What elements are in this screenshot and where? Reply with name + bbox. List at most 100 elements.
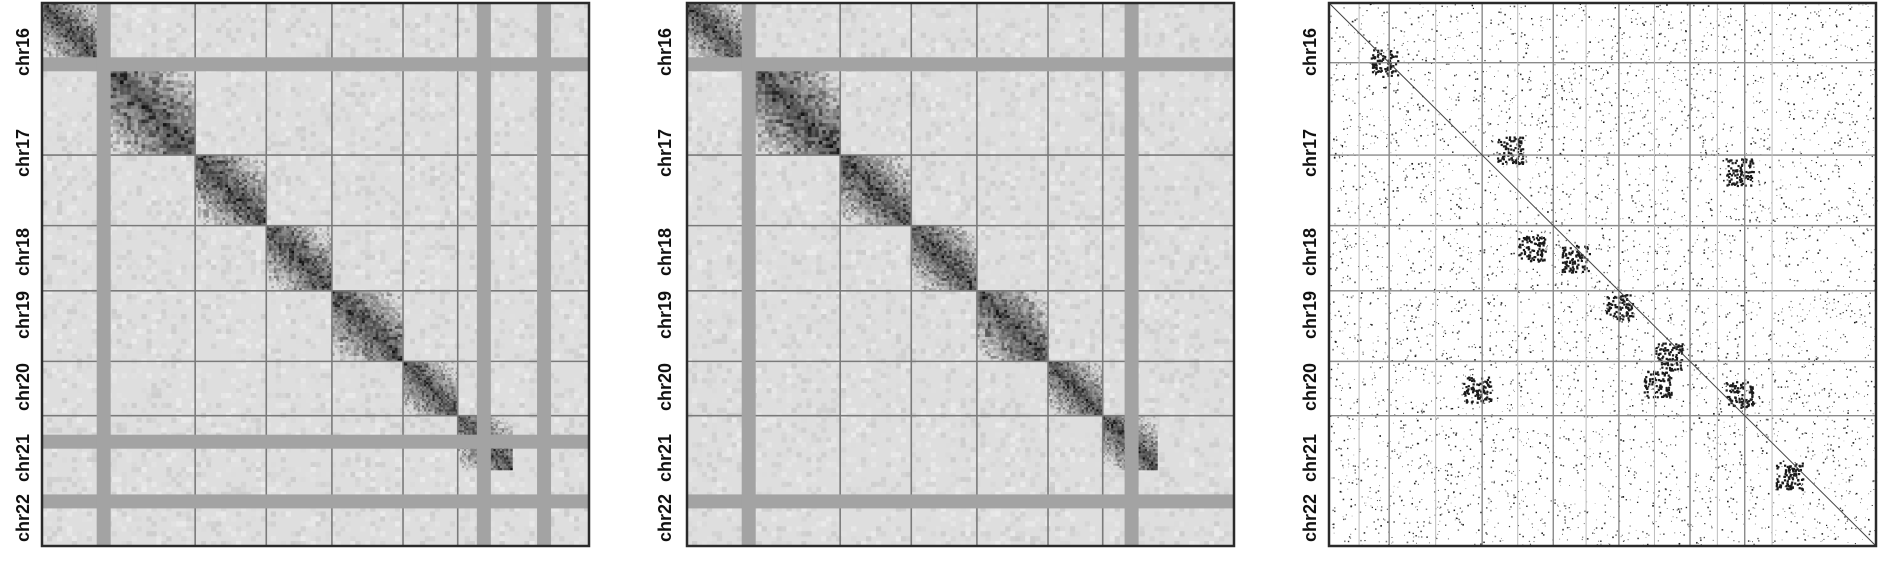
matrix-cell bbox=[255, 86, 262, 93]
matrix-cell bbox=[370, 230, 376, 236]
matrix-cell bbox=[225, 284, 232, 290]
matrix-cell bbox=[161, 299, 167, 305]
matrix-cell bbox=[265, 348, 272, 354]
matrix-cell bbox=[345, 190, 351, 196]
matrix-cell bbox=[88, 42, 91, 45]
matrix-cell bbox=[95, 21, 98, 24]
matrix-cell bbox=[370, 170, 376, 177]
matrix-cell bbox=[519, 17, 525, 24]
matrix-cell bbox=[395, 417, 401, 423]
matrix-cell bbox=[126, 230, 132, 236]
matrix-cell bbox=[395, 225, 401, 231]
matrix-cell bbox=[439, 427, 446, 433]
matrix-cell bbox=[509, 111, 515, 117]
matrix-cell bbox=[325, 136, 331, 142]
matrix-cell bbox=[370, 101, 376, 107]
matrix-cell bbox=[330, 126, 336, 132]
matrix-cell bbox=[81, 53, 84, 57]
matrix-cell bbox=[42, 259, 48, 265]
matrix-cell bbox=[534, 116, 540, 122]
matrix-cell bbox=[365, 106, 371, 112]
matrix-cell bbox=[81, 289, 88, 295]
matrix-cell bbox=[409, 111, 416, 117]
matrix-cell bbox=[509, 121, 515, 127]
matrix-cell bbox=[56, 185, 63, 191]
matrix-cell bbox=[469, 333, 475, 339]
matrix-cell bbox=[245, 254, 252, 260]
matrix-cell bbox=[434, 264, 441, 270]
matrix-cell bbox=[120, 69, 124, 74]
matrix-cell bbox=[146, 417, 152, 423]
matrix-cell bbox=[380, 274, 386, 280]
matrix-cell bbox=[444, 170, 451, 177]
matrix-cell bbox=[85, 39, 89, 43]
matrix-cell bbox=[245, 343, 252, 349]
matrix-cell bbox=[230, 323, 237, 330]
matrix-cell bbox=[345, 511, 351, 517]
matrix-cell bbox=[499, 235, 505, 241]
matrix-cell bbox=[83, 21, 87, 24]
matrix-cell bbox=[235, 318, 242, 325]
matrix-cell bbox=[250, 3, 257, 9]
matrix-cell bbox=[76, 447, 83, 453]
matrix-cell bbox=[335, 397, 341, 404]
matrix-cell bbox=[48, 44, 52, 47]
matrix-cell bbox=[216, 521, 222, 527]
matrix-cell bbox=[76, 457, 83, 463]
matrix-cell bbox=[181, 338, 187, 344]
matrix-cell bbox=[429, 239, 436, 246]
matrix-cell bbox=[46, 21, 50, 24]
matrix-cell bbox=[579, 471, 585, 478]
matrix-cell bbox=[121, 511, 127, 517]
matrix-cell bbox=[365, 235, 371, 241]
matrix-cell bbox=[300, 476, 306, 483]
matrix-cell bbox=[42, 7, 45, 11]
matrix-cell bbox=[186, 299, 192, 305]
matrix-cell bbox=[519, 328, 525, 335]
matrix-cell bbox=[186, 195, 192, 201]
matrix-cell bbox=[350, 121, 356, 127]
matrix-cell bbox=[76, 146, 83, 152]
matrix-cell bbox=[146, 17, 152, 24]
matrix-cell bbox=[355, 491, 361, 497]
matrix-cell bbox=[146, 407, 152, 414]
matrix-cell bbox=[365, 392, 371, 399]
matrix-cell bbox=[44, 16, 47, 20]
matrix-cell bbox=[569, 180, 575, 186]
matrix-cell bbox=[424, 516, 431, 522]
matrix-cell bbox=[330, 462, 336, 468]
matrix-cell bbox=[499, 318, 505, 325]
matrix-cell bbox=[181, 210, 187, 216]
matrix-cell bbox=[46, 536, 53, 542]
matrix-cell bbox=[76, 284, 83, 290]
matrix-cell bbox=[370, 12, 376, 19]
matrix-cell bbox=[53, 32, 57, 36]
matrix-cell bbox=[48, 16, 52, 20]
matrix-cell bbox=[554, 151, 560, 157]
matrix-cell bbox=[166, 471, 172, 478]
matrix-cell bbox=[449, 318, 456, 325]
matrix-cell bbox=[370, 126, 376, 132]
matrix-cell bbox=[459, 170, 465, 177]
matrix-cell bbox=[310, 96, 316, 103]
matrix-cell bbox=[275, 151, 281, 157]
matrix-cell bbox=[385, 279, 391, 285]
matrix-cell bbox=[405, 185, 411, 191]
matrix-cell bbox=[370, 536, 376, 542]
matrix-cell bbox=[255, 476, 262, 483]
matrix-cell bbox=[554, 170, 560, 177]
matrix-cell bbox=[206, 235, 212, 241]
matrix-cell bbox=[489, 333, 495, 339]
matrix-cell bbox=[330, 160, 336, 167]
matrix-cell bbox=[62, 16, 66, 20]
matrix-cell bbox=[61, 160, 68, 167]
matrix-cell bbox=[156, 536, 162, 542]
matrix-cell bbox=[574, 195, 580, 201]
matrix-cell bbox=[439, 467, 446, 473]
matrix-cell bbox=[275, 175, 281, 182]
matrix-cell bbox=[69, 48, 73, 52]
matrix-cell bbox=[111, 471, 117, 478]
matrix-cell bbox=[116, 279, 122, 285]
matrix-cell bbox=[136, 299, 142, 305]
matrix-cell bbox=[46, 506, 53, 512]
